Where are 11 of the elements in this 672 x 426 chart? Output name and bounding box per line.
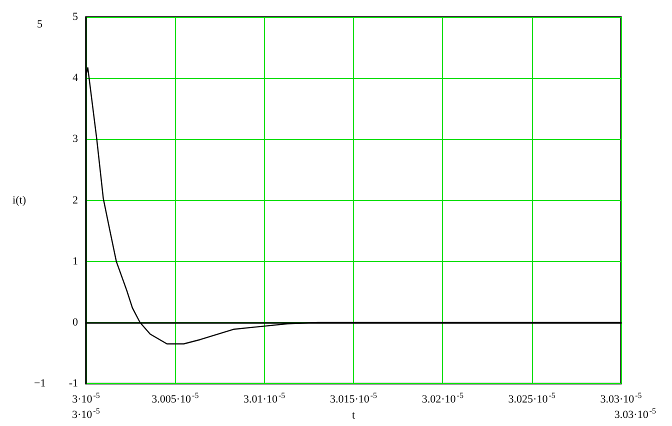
y-tick-label: 3 xyxy=(72,133,78,146)
text: −1 xyxy=(34,378,46,390)
text: 5 xyxy=(37,18,43,30)
y-tick-label: 1 xyxy=(72,255,78,268)
y-tick-label: 0 xyxy=(72,316,78,328)
y-tick-label: 2 xyxy=(72,194,78,206)
x-axis-title: t xyxy=(352,410,356,422)
y-tick-label: -1 xyxy=(68,378,78,390)
y-axis-title: i(t) xyxy=(12,194,26,206)
y-tick-label: 4 xyxy=(72,72,78,84)
y-tick-label: 5 xyxy=(72,11,78,23)
